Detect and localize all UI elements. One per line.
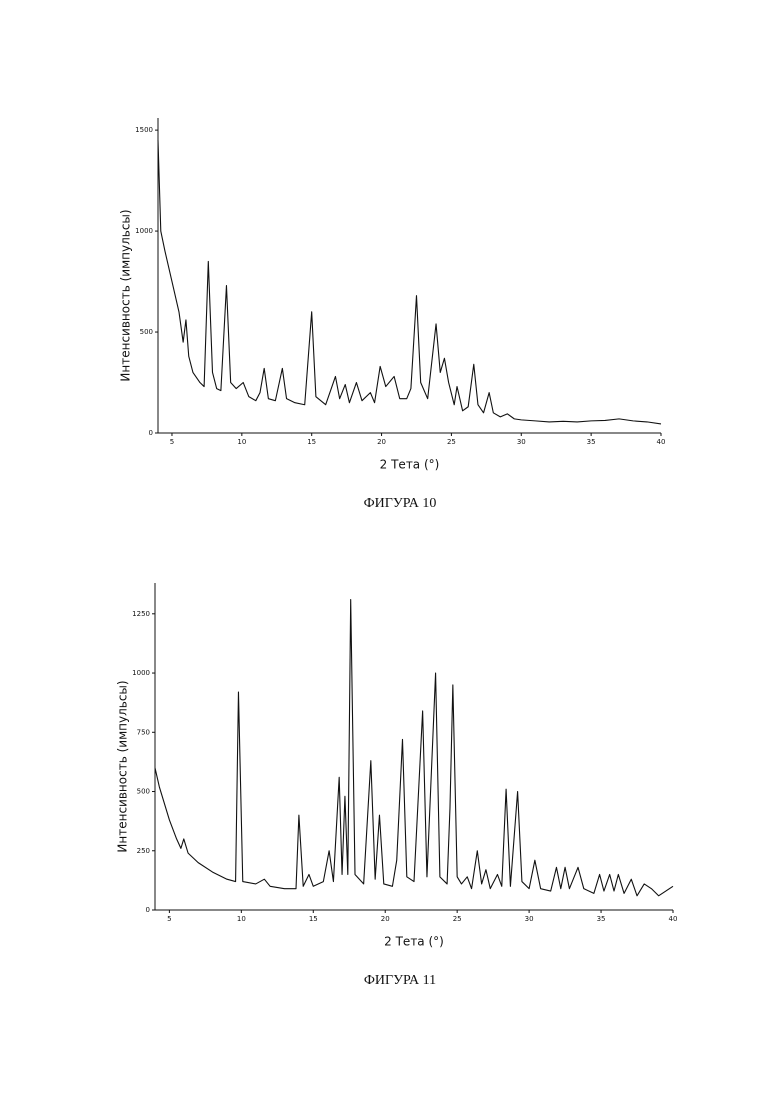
y-tick-label: 500 <box>140 328 153 336</box>
x-tick-label: 5 <box>170 438 174 446</box>
x-tick-label: 10 <box>237 915 246 923</box>
x-tick-label: 25 <box>447 438 456 446</box>
x-tick-label: 40 <box>657 438 666 446</box>
figure-caption: ФИГУРА 11 <box>364 973 436 988</box>
y-tick-label: 1250 <box>132 610 150 618</box>
x-tick-label: 20 <box>377 438 386 446</box>
x-axis-label: 2 Тета (°) <box>380 458 440 472</box>
x-tick-label: 10 <box>237 438 246 446</box>
x-tick-label: 15 <box>309 915 318 923</box>
x-tick-label: 25 <box>453 915 462 923</box>
y-tick-label: 500 <box>137 788 150 796</box>
xrd-line <box>158 140 661 424</box>
x-tick-label: 35 <box>597 915 606 923</box>
y-tick-label: 1000 <box>132 669 150 677</box>
figure-caption: ФИГУРА 10 <box>364 496 437 511</box>
xrd-line <box>155 600 673 896</box>
x-tick-label: 30 <box>525 915 534 923</box>
y-tick-label: 250 <box>137 847 150 855</box>
x-tick-label: 30 <box>517 438 526 446</box>
y-tick-label: 750 <box>137 728 150 736</box>
y-tick-label: 0 <box>146 906 150 914</box>
x-tick-label: 5 <box>167 915 171 923</box>
y-tick-label: 1000 <box>135 227 153 235</box>
page: 0 500 1000 1500 5 10 15 20 25 30 35 40 2 Тета (°) Инт… <box>0 0 780 1103</box>
x-axis-label: 2 Тета (°) <box>384 935 444 949</box>
x-tick-label: 15 <box>307 438 316 446</box>
x-tick-label: 40 <box>669 915 678 923</box>
y-tick-label: 0 <box>149 429 153 437</box>
x-tick-label: 20 <box>381 915 390 923</box>
y-axis-label: Интенсивность (импульсы) <box>116 680 130 852</box>
x-tick-label: 35 <box>587 438 596 446</box>
y-tick-label: 1500 <box>135 126 153 134</box>
y-axis-label: Интенсивность (импульсы) <box>119 209 133 381</box>
